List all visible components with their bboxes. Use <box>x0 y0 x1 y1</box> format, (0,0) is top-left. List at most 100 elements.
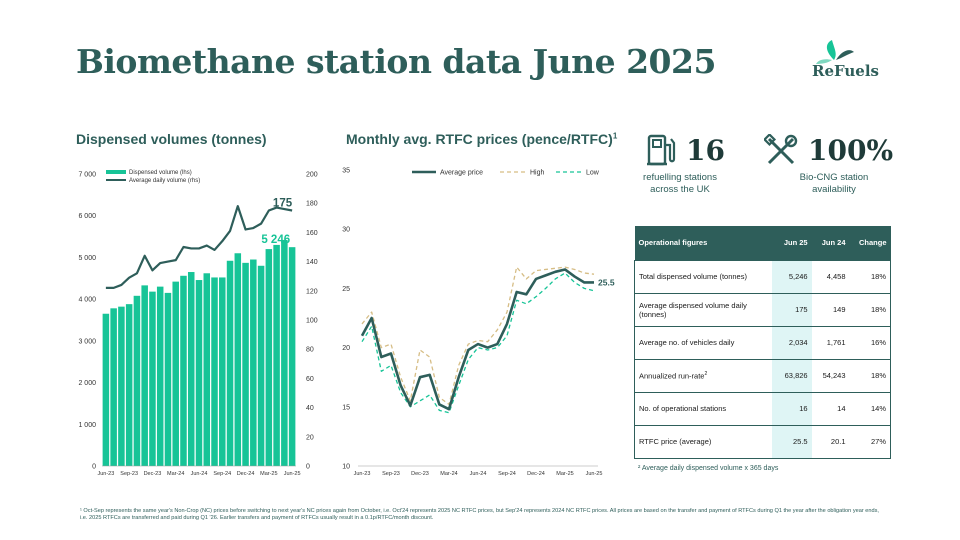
bar <box>257 265 265 466</box>
x-tick-label: Dec-23 <box>411 471 429 477</box>
bar <box>288 247 296 466</box>
table-header: Jun 24 <box>811 226 850 260</box>
table-row: No. of operational stations 16 14 14% <box>633 391 891 425</box>
y-right-tick-label: 40 <box>306 405 314 412</box>
y-right-tick-label: 0 <box>306 464 310 471</box>
avg-last-value-label: 25.5 <box>598 277 615 287</box>
row-label: Total dispensed volume (tonnes) <box>633 259 772 293</box>
y-left-tick-label: 0 <box>92 464 96 471</box>
y-right-tick-label: 200 <box>306 172 318 179</box>
x-tick-label: Sep-23 <box>382 471 400 477</box>
row-label: No. of operational stations <box>633 391 772 425</box>
change-value: 18% <box>849 292 891 326</box>
y-left-tick-label: 2 000 <box>78 380 96 387</box>
x-tick-label: Mar-24 <box>440 471 457 477</box>
y-right-tick-label: 100 <box>306 318 318 325</box>
x-tick-label: Dec-23 <box>144 471 162 477</box>
x-tick-label: Mar-25 <box>260 471 277 477</box>
x-tick-label: Jun-24 <box>191 471 208 477</box>
bar <box>265 249 273 466</box>
y-tick-label: 10 <box>342 464 350 471</box>
legend-bar-swatch <box>106 170 126 174</box>
average-price-line <box>360 268 594 411</box>
row-label: RTFC price (average) <box>633 424 772 459</box>
dispensed-chart-title: Dispensed volumes (tonnes) <box>76 131 267 147</box>
bar <box>172 281 179 466</box>
x-tick-label: Jun-23 <box>354 471 371 477</box>
legend-bar-label: Dispensed volume (lhs) <box>129 170 192 176</box>
bar <box>118 306 125 466</box>
bar <box>187 272 195 466</box>
jun24-value: 54,243 <box>811 358 850 392</box>
legend-low-label: Low <box>586 170 600 177</box>
x-tick-label: Jun-24 <box>470 471 487 477</box>
page-title: Biomethane station data June 2025 <box>76 42 716 81</box>
bar <box>195 280 203 466</box>
table-footnote: ² Average daily dispensed volume x 365 d… <box>638 465 779 472</box>
y-left-tick-label: 3 000 <box>78 338 96 345</box>
stations-count: 16 <box>686 134 725 167</box>
y-tick-label: 35 <box>342 168 350 175</box>
jun24-value: 149 <box>811 292 850 326</box>
legend-avg-label: Average price <box>440 170 483 177</box>
bar <box>180 275 187 466</box>
y-left-tick-label: 6 000 <box>78 213 96 220</box>
bar <box>203 273 211 466</box>
row-label: Average dispensed volume daily (tonnes) <box>633 292 772 326</box>
change-value: 18% <box>849 358 891 392</box>
table-header: Operational figures <box>634 226 772 260</box>
stations-label: refuelling stations across the UK <box>643 172 717 195</box>
x-tick-label: Sep-24 <box>498 471 516 477</box>
x-tick-label: Mar-24 <box>167 471 184 477</box>
change-value: 27% <box>849 424 891 459</box>
row-label: Average no. of vehicles daily <box>633 325 772 359</box>
availability-value: 100% <box>808 134 894 167</box>
table-header: Change <box>849 226 891 260</box>
bar <box>141 285 148 466</box>
bar <box>242 262 249 466</box>
table-header: Jun 25 <box>771 226 812 260</box>
x-tick-label: Jun-23 <box>97 471 114 477</box>
bar <box>226 260 234 466</box>
y-right-tick-label: 20 <box>306 434 314 441</box>
y-right-tick-label: 120 <box>306 288 318 295</box>
tools-icon <box>764 134 798 165</box>
bar <box>211 277 218 466</box>
x-tick-label: Dec-24 <box>527 471 545 477</box>
x-tick-label: Jun-25 <box>284 471 301 477</box>
table-row: Annualized run-rate2 63,826 54,243 18% <box>633 358 891 392</box>
legend-high-label: High <box>530 170 545 177</box>
x-tick-label: Mar-25 <box>556 471 573 477</box>
y-tick-label: 20 <box>342 345 350 352</box>
row-label: Annualized run-rate2 <box>633 358 772 392</box>
bar <box>234 253 242 466</box>
bar <box>102 313 110 466</box>
jun25-value: 16 <box>771 391 812 425</box>
y-right-tick-label: 140 <box>306 259 318 266</box>
bar-last-value-label: 5 246 <box>261 234 290 246</box>
fuel-pump-icon <box>647 134 676 166</box>
y-right-tick-label: 60 <box>306 376 314 383</box>
disclaimer-footnote: ¹ Oct-Sep represents the same year's Non… <box>80 508 879 521</box>
low-price-line <box>361 272 595 414</box>
rtfc-chart-title: Monthly avg. RTFC prices (pence/RTFC)1 <box>346 131 618 147</box>
bar <box>149 291 156 466</box>
bar <box>125 304 133 466</box>
bar <box>133 295 141 466</box>
table-row: RTFC price (average) 25.5 20.1 27% <box>633 424 891 459</box>
bar <box>219 277 226 466</box>
bar <box>281 239 288 466</box>
table-header-row: Operational figures Jun 25 Jun 24 Change <box>634 226 891 260</box>
table-row: Average dispensed volume daily (tonnes) 1… <box>633 292 891 326</box>
bar <box>156 286 164 466</box>
table-row: Total dispensed volume (tonnes) 5,246 4,45… <box>633 259 891 293</box>
bar <box>164 292 172 466</box>
x-tick-label: Sep-24 <box>213 471 231 477</box>
jun24-value: 14 <box>811 391 850 425</box>
y-tick-label: 15 <box>342 404 350 411</box>
y-left-tick-label: 1 000 <box>78 422 96 429</box>
y-right-tick-label: 180 <box>306 201 318 208</box>
y-tick-label: 25 <box>342 286 350 293</box>
line-last-value-label: 175 <box>273 198 293 210</box>
operational-figures-table: Operational figures Jun 25 Jun 24 Change… <box>633 226 891 459</box>
